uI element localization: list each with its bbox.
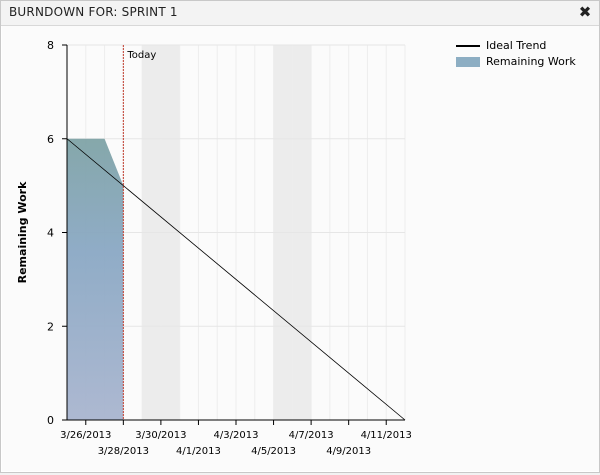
y-axis-title: Remaining Work [16,181,29,283]
y-tick-label: 2 [47,320,54,333]
legend-label-remaining-work: Remaining Work [486,55,576,68]
x-tick-label: 3/28/2013 [98,446,149,457]
x-tick-label: 4/9/2013 [326,446,371,457]
x-tick-label: 3/30/2013 [135,430,186,441]
x-tick-label: 4/7/2013 [289,430,334,441]
x-tick-label: 4/1/2013 [176,446,221,457]
x-tick-label: 4/11/2013 [361,430,412,441]
x-tick-label: 4/5/2013 [251,446,296,457]
title-bar: BURNDOWN FOR: SPRINT 1 ✖ [1,1,599,26]
y-tick-label: 6 [47,133,54,146]
y-tick-label: 0 [47,414,54,427]
chart-area: Today 0 2 4 6 8 3/26/2013 3/28/2013 3/30/2013 4/1… [2,26,599,471]
ideal-trend-swatch [456,45,480,47]
ideal-trend-line [66,138,406,421]
x-tick-label: 4/3/2013 [214,430,259,441]
burndown-chart: Today 0 2 4 6 8 3/26/2013 3/28/2013 3/30/2013 4/1… [16,39,412,457]
y-tick-label: 4 [47,227,54,240]
y-tick-label: 8 [47,39,54,52]
window-title: BURNDOWN FOR: SPRINT 1 [9,5,178,19]
legend-label-ideal-trend: Ideal Trend [486,39,547,52]
close-icon[interactable]: ✖ [578,3,592,21]
remaining-work-area [67,138,124,420]
x-tick-label: 3/26/2013 [60,430,111,441]
remaining-work-swatch [456,57,480,67]
today-label: Today [126,50,156,61]
